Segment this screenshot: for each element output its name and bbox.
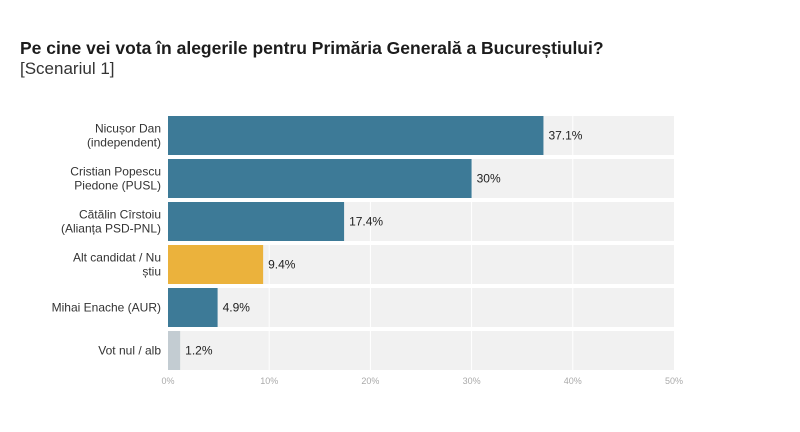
- value-label: 17.4%: [349, 215, 383, 229]
- value-label: 30%: [477, 172, 501, 186]
- x-tick-label: 0%: [161, 376, 174, 386]
- chart-title: Pe cine vei vota în alegerile pentru Pri…: [20, 38, 604, 58]
- bar: [168, 288, 218, 327]
- x-tick-label: 40%: [564, 376, 582, 386]
- bar: [168, 159, 472, 198]
- x-tick-label: 20%: [361, 376, 379, 386]
- chart-subtitle: [Scenariul 1]: [20, 59, 115, 78]
- bar-track: [168, 331, 674, 370]
- x-tick-label: 30%: [463, 376, 481, 386]
- value-label: 37.1%: [548, 129, 582, 143]
- value-label: 4.9%: [223, 301, 251, 315]
- value-label: 1.2%: [185, 344, 213, 358]
- bar-track: [168, 288, 674, 327]
- category-label: Nicușor Dan (independent): [87, 122, 161, 150]
- category-label: Cristian Popescu Piedone (PUSL): [70, 165, 161, 193]
- category-label: Cătălin Cîrstoiu (Alianța PSD-PNL): [61, 208, 161, 236]
- category-label: Mihai Enache (AUR): [52, 301, 161, 315]
- category-label: Vot nul / alb: [98, 344, 161, 358]
- category-label: Alt candidat / Nu știu: [73, 251, 161, 279]
- bar: [168, 245, 264, 284]
- x-tick-label: 50%: [665, 376, 683, 386]
- bar: [168, 331, 181, 370]
- bar: [168, 202, 345, 241]
- x-tick-label: 10%: [260, 376, 278, 386]
- value-label: 9.4%: [268, 258, 296, 272]
- bar: [168, 116, 544, 155]
